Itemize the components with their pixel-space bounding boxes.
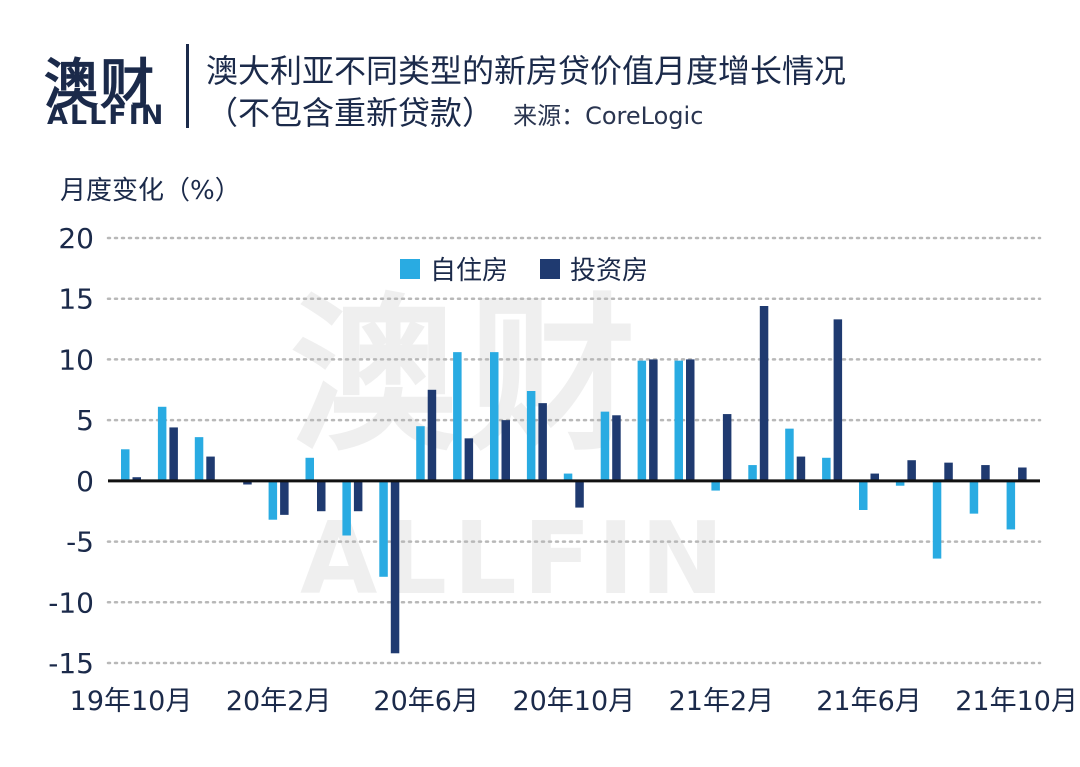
bar-owner-occupier xyxy=(969,480,979,514)
bar-investor xyxy=(501,420,510,481)
bar-investor xyxy=(759,306,769,481)
bar-investor xyxy=(317,480,326,512)
y-tick-label: 20 xyxy=(58,222,94,255)
chart-subtitle: （不包含重新贷款） xyxy=(206,94,495,132)
bar-owner-occupier xyxy=(121,449,130,481)
bar-owner-occupier xyxy=(342,480,351,536)
x-tick-label: 21年2月 xyxy=(669,686,775,717)
bar-investor xyxy=(575,480,584,508)
bar-owner-occupier xyxy=(416,426,425,481)
chart-legend: 自住房 投资房 xyxy=(400,250,680,287)
bar-owner-occupier xyxy=(157,406,167,481)
x-tick-label: 20年6月 xyxy=(373,686,479,717)
x-tick-label: 21年6月 xyxy=(816,686,922,717)
bar-owner-occupier xyxy=(453,352,462,481)
bar-owner-occupier xyxy=(822,457,831,481)
logo-chinese: 澳财 xyxy=(44,53,156,116)
bar-investor xyxy=(981,465,990,481)
bar-owner-occupier xyxy=(600,411,610,481)
bar-owner-occupier xyxy=(932,480,942,559)
bar-investor xyxy=(686,359,695,481)
x-tick-label: 21年10月 xyxy=(955,686,1078,717)
y-tick-label: -10 xyxy=(48,586,94,619)
logo-english: ALLFIN xyxy=(47,100,166,131)
bar-owner-occupier xyxy=(859,480,868,510)
bar-investor xyxy=(612,415,621,481)
bar-investor xyxy=(907,460,916,481)
bar-investor xyxy=(833,319,843,481)
x-tick-label: 20年2月 xyxy=(226,686,332,717)
legend-item-investor: 投资房 xyxy=(540,250,648,287)
bar-investor xyxy=(1018,467,1027,481)
watermark-english: ALLFIN xyxy=(300,500,731,617)
bar-owner-occupier xyxy=(379,480,388,577)
bar-investor xyxy=(390,480,400,654)
header-divider xyxy=(186,44,189,128)
bar-owner-occupier xyxy=(674,360,683,481)
y-tick-label: 10 xyxy=(58,343,94,376)
bar-owner-occupier xyxy=(748,465,757,481)
x-tick-label: 19年10月 xyxy=(70,686,193,717)
y-tick-label: 15 xyxy=(58,283,94,316)
watermark-chinese: 澳财 xyxy=(290,278,646,474)
source-label: 来源：CoreLogic xyxy=(513,102,704,130)
y-tick-label: -5 xyxy=(66,526,94,559)
bar-investor xyxy=(206,456,215,481)
bar-owner-occupier xyxy=(490,352,499,481)
legend-swatch-investor xyxy=(540,258,561,279)
bar-investor xyxy=(280,480,289,515)
bar-investor xyxy=(649,359,658,481)
bar-owner-occupier xyxy=(526,391,536,481)
bar-owner-occupier xyxy=(711,480,720,491)
bar-owner-occupier xyxy=(194,437,204,481)
y-tick-label: 5 xyxy=(76,404,94,437)
bar-investor xyxy=(169,427,178,481)
legend-label-investor: 投资房 xyxy=(570,256,649,286)
bar-owner-occupier xyxy=(785,428,794,481)
bar-owner-occupier xyxy=(305,457,314,481)
chart-title: 澳大利亚不同类型的新房贷价值月度增长情况 xyxy=(206,52,847,90)
bar-investor xyxy=(944,462,953,481)
bar-owner-occupier xyxy=(1006,480,1016,530)
bar-investor xyxy=(796,456,806,481)
bar-owner-occupier xyxy=(563,473,573,481)
bar-owner-occupier xyxy=(637,360,647,481)
x-tick-label: 20年10月 xyxy=(512,686,635,717)
legend-swatch-owner-occupier xyxy=(400,258,420,279)
legend-label-owner-occupier: 自住房 xyxy=(430,256,509,286)
bar-investor xyxy=(870,473,879,481)
bar-investor xyxy=(243,480,252,485)
bar-investor xyxy=(538,403,547,481)
bar-owner-occupier xyxy=(268,480,278,520)
bar-investor xyxy=(132,477,141,481)
y-tick-label: 0 xyxy=(76,465,94,498)
bar-investor xyxy=(464,438,474,481)
subtitle-row: （不包含重新贷款） 来源：CoreLogic xyxy=(206,88,703,134)
legend-item-owner-occupier: 自住房 xyxy=(400,250,508,287)
y-axis-title: 月度变化（%） xyxy=(60,176,241,206)
y-tick-label: -15 xyxy=(48,647,94,680)
bar-investor xyxy=(427,389,437,481)
bar-owner-occupier xyxy=(895,480,905,486)
bar-investor xyxy=(722,414,732,481)
bar-investor xyxy=(353,480,363,512)
